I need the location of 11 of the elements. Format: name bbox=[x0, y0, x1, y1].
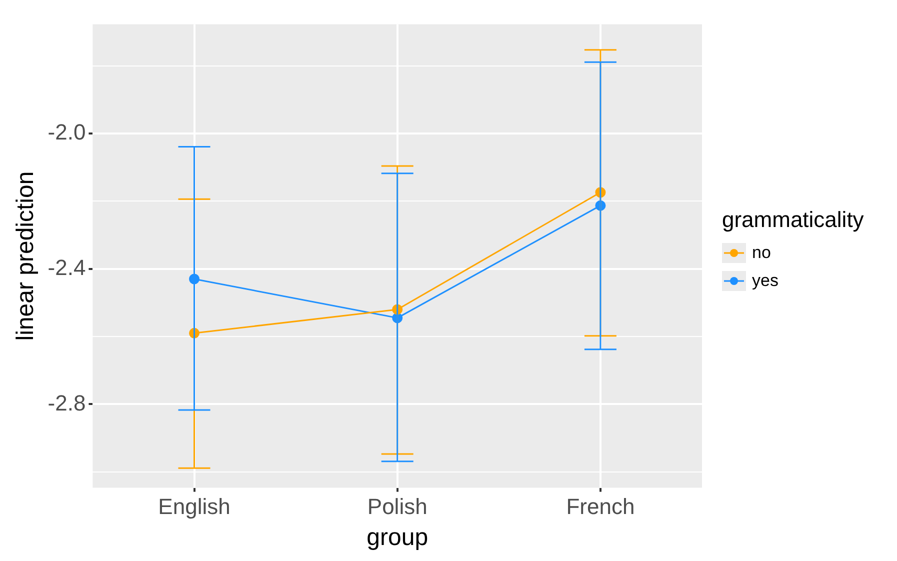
x-tick-label: Polish bbox=[367, 494, 428, 520]
y-axis-title: linear prediction bbox=[12, 171, 40, 341]
legend-title: grammaticality bbox=[722, 206, 864, 232]
y-tick-label: -2.8 bbox=[48, 390, 86, 416]
legend-label: yes bbox=[752, 270, 778, 290]
legend-label: no bbox=[752, 242, 771, 262]
y-tick-label: -2.4 bbox=[48, 254, 86, 280]
y-tick-label: -2.0 bbox=[48, 120, 86, 145]
x-axis-title: group bbox=[366, 524, 428, 552]
x-tick-label: French bbox=[566, 494, 635, 520]
x-tick-label: English bbox=[158, 494, 230, 520]
